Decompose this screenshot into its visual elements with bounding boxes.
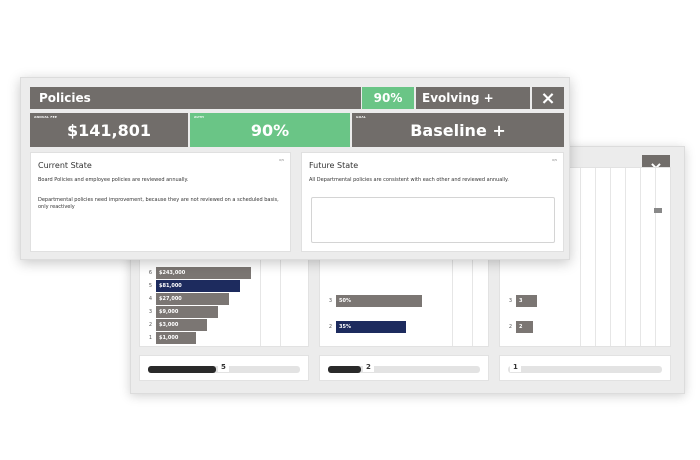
bar-rank: 3 xyxy=(328,298,332,304)
current-state-box: Current State 0/5 Board Policies and emp… xyxy=(30,152,291,252)
current-state-tag: 0/5 xyxy=(279,158,284,162)
tile-caption: GOAL xyxy=(356,115,366,119)
slider-track[interactable] xyxy=(328,366,480,373)
future-state-input[interactable] xyxy=(311,197,555,243)
bar-row[interactable]: 5 $81,000 xyxy=(144,280,240,292)
panel-title: Policies xyxy=(30,87,361,109)
bar-rank: 2 xyxy=(328,324,332,330)
goal-tile: GOAL Baseline + xyxy=(352,113,564,147)
slider-card-3: 1 xyxy=(499,355,671,381)
annual-fee-value: $141,801 xyxy=(66,120,151,140)
slider-track[interactable] xyxy=(508,366,662,373)
bar-rank: 5 xyxy=(148,283,152,289)
menu-icon[interactable] xyxy=(654,208,662,213)
future-state-title: Future State xyxy=(309,161,359,170)
maturity-level-badge: Evolving + xyxy=(416,87,530,109)
bar[interactable]: $9,000 xyxy=(156,306,218,318)
slider-fill xyxy=(328,366,361,373)
header-percent: 90% xyxy=(362,87,414,109)
bar[interactable]: 3 xyxy=(516,295,537,307)
goal-value: Baseline + xyxy=(410,120,506,140)
bar-row[interactable]: 3 $9,000 xyxy=(144,306,218,318)
slider-fill xyxy=(148,366,216,373)
bar-rank: 3 xyxy=(148,309,152,315)
slider-value[interactable]: 1 xyxy=(510,362,521,372)
bar-row[interactable]: 2 35% xyxy=(324,321,406,333)
auth-tile: AUTH 90% xyxy=(190,113,350,147)
current-state-text: Board Policies and employee policies are… xyxy=(38,177,189,183)
policies-panel: Policies 90% Evolving + × ANNUAL FEE $14… xyxy=(20,77,570,260)
slider-card-1: 5 xyxy=(139,355,309,381)
bar-row[interactable]: 3 50% xyxy=(324,295,422,307)
bar-row[interactable]: 6 $243,000 xyxy=(144,267,251,279)
future-state-text: All Departmental policies are consistent… xyxy=(309,177,509,183)
future-state-tag: 0/5 xyxy=(552,158,557,162)
bar-row[interactable]: 2 $3,000 xyxy=(144,319,207,331)
bar[interactable]: 50% xyxy=(336,295,422,307)
slider-value[interactable]: 5 xyxy=(218,362,229,372)
bar-row[interactable]: 4 $27,000 xyxy=(144,293,229,305)
bar-rank: 2 xyxy=(508,324,512,330)
bar[interactable]: $1,000 xyxy=(156,332,196,344)
bar[interactable]: $243,000 xyxy=(156,267,251,279)
bar[interactable]: 2 xyxy=(516,321,534,333)
bar-row[interactable]: 1 $1,000 xyxy=(144,332,196,344)
slider-card-2: 2 xyxy=(319,355,489,381)
bar-rank: 1 xyxy=(148,335,152,341)
close-icon[interactable]: × xyxy=(532,87,564,109)
current-state-text: Departmental policies need improvement, … xyxy=(38,197,279,210)
current-state-title: Current State xyxy=(38,161,92,170)
bar-selected[interactable]: 35% xyxy=(336,321,406,333)
annual-fee-tile: ANNUAL FEE $141,801 xyxy=(30,113,188,147)
bar-selected[interactable]: $81,000 xyxy=(156,280,240,292)
auth-value: 90% xyxy=(250,120,290,140)
tile-caption: AUTH xyxy=(194,115,205,119)
bar-rank: 4 xyxy=(148,296,152,302)
bar-rank: 6 xyxy=(148,270,152,276)
bar-rank: 2 xyxy=(148,322,152,328)
future-state-box: Future State 0/5 All Departmental polici… xyxy=(301,152,564,252)
slider-value[interactable]: 2 xyxy=(363,362,374,372)
bar-rank: 3 xyxy=(508,298,512,304)
tile-caption: ANNUAL FEE xyxy=(34,115,58,119)
bar[interactable]: $27,000 xyxy=(156,293,229,305)
bar[interactable]: $3,000 xyxy=(156,319,207,331)
